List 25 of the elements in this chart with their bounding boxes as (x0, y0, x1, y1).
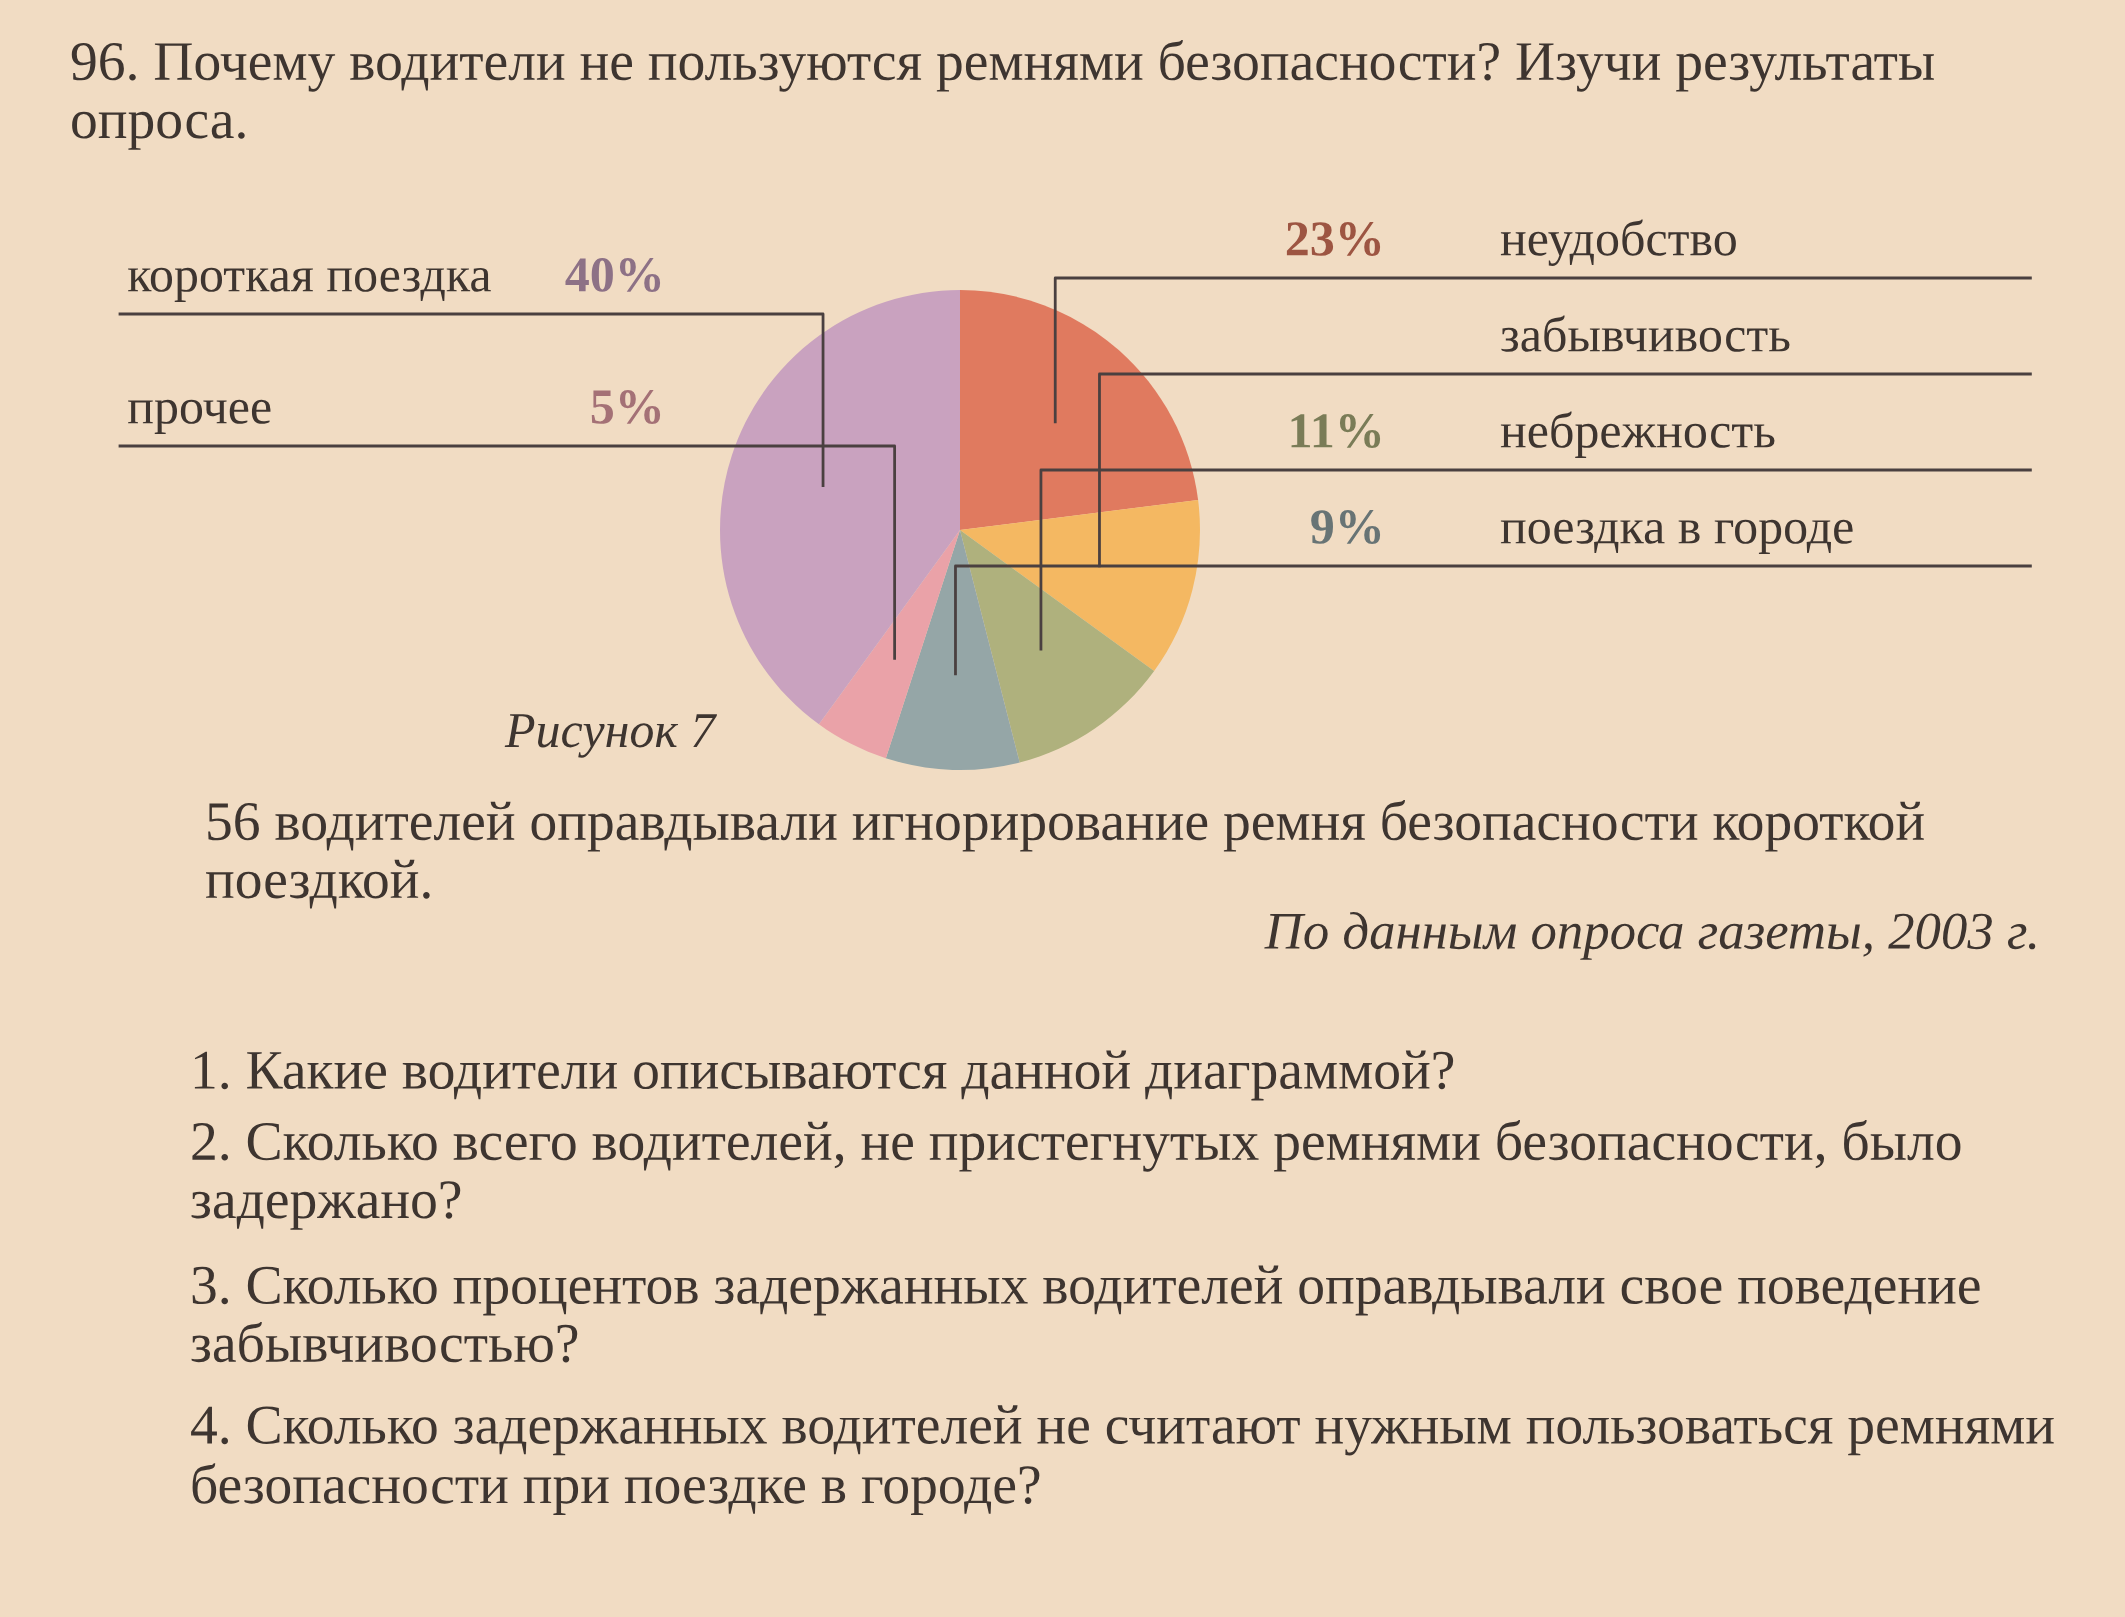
slice-label: неудобство (1500, 219, 1736, 266)
data-label: 5% (591, 390, 661, 425)
data-label: 9% (1311, 510, 1381, 545)
slice-label: поездка в городе (1500, 519, 1853, 554)
pie-slice (960, 499, 1200, 672)
slice-label: короткая поездка (128, 267, 491, 302)
text: 2. Сколько всего водителей, не пристегнутых ремнями безопасности, было задержано? (191, 1120, 1961, 1230)
pie-slice (960, 290, 1199, 530)
text: 1. Какие водители описываются данной диаграммой? (194, 1050, 1454, 1101)
pie-slice (720, 290, 960, 725)
data-label: 11% (1291, 414, 1381, 449)
data-label: 40% (565, 258, 661, 293)
text: Рисунок 7 (504, 714, 718, 758)
text: По данным опроса газеты, 2003 г. (1264, 912, 2036, 960)
pie-slice (818, 530, 960, 759)
text: 56 водителей оправдывали игнорирование ремня безопасности короткой поездкой. (206, 800, 1924, 909)
pie-slice (960, 530, 1155, 763)
slice-label: небрежность (1500, 411, 1775, 458)
text: 4. Сколько задержанных водителей не считают нужным пользоваться ремнями безопасности при поездке в городе? (191, 1405, 2054, 1515)
slice-label: прочее (128, 399, 271, 434)
text: 3. Сколько процентов задержанных водителей оправдывали свое поведение забывчивостью? (191, 1265, 1980, 1363)
pie-slice (885, 530, 1020, 770)
chart-title: 96. Почему водители не пользуются ремнями безопасности? Изучи результаты опроса. (71, 40, 1934, 150)
slice-label: забывчивость (1501, 315, 1790, 352)
data-label: 23% (1286, 222, 1381, 257)
